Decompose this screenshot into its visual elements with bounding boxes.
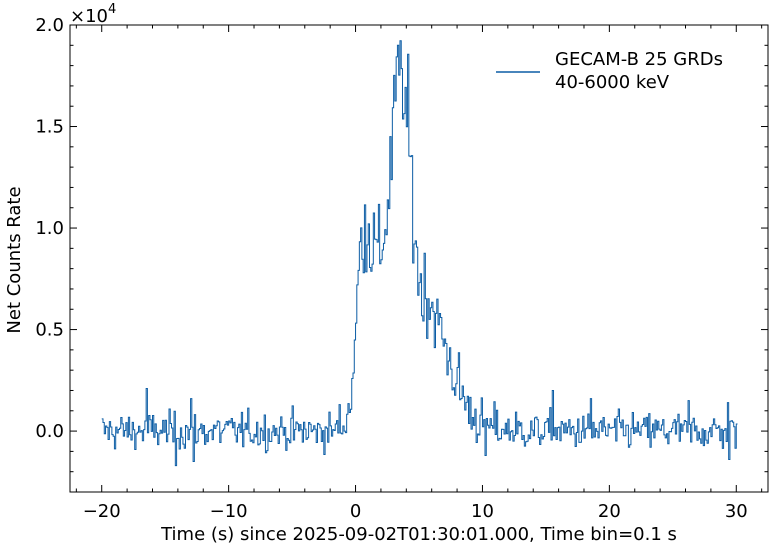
y-tick-label: 1.0	[35, 218, 64, 239]
legend-label-line-1: GECAM-B 25 GRDs	[555, 49, 723, 70]
y-axis-multiplier: ×104	[70, 2, 116, 27]
y-axis-label: Net Counts Rate	[4, 186, 25, 333]
y-tick-label: 0.5	[35, 320, 64, 341]
y-tick-label: 1.5	[35, 117, 64, 138]
x-tick-label: 30	[725, 501, 748, 522]
plot-frame	[69, 24, 769, 493]
light-curve-series	[101, 40, 738, 467]
x-tick-label: 20	[598, 501, 621, 522]
x-axis-label: Time (s) since 2025-09-02T01:30:01.000, …	[160, 524, 677, 545]
x-tick-label: −10	[210, 501, 248, 522]
plot-layer	[101, 40, 738, 467]
ticks-layer: −20 −10 0 10 20 30 0.0 0.5 1.0 1.5 2.0	[35, 15, 768, 522]
legend-label-line-2: 40-6000 keV	[555, 72, 670, 93]
legend: GECAM-B 25 GRDs 40-6000 keV	[496, 49, 723, 93]
y-tick-label: 2.0	[35, 15, 64, 36]
x-tick-label: −20	[83, 501, 121, 522]
x-tick-label: 10	[471, 501, 494, 522]
y-tick-label: 0.0	[35, 421, 64, 442]
x-tick-label: 0	[350, 501, 361, 522]
